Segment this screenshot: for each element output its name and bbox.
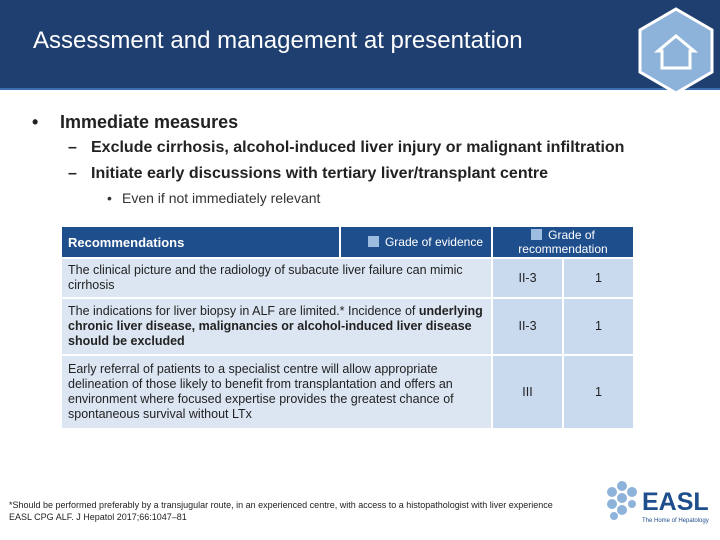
bullet: •	[107, 190, 112, 206]
header-cell: Grade of recommendation	[491, 225, 635, 259]
cell: III	[491, 354, 564, 430]
cell: 1	[562, 257, 635, 299]
recommendations-table: Recommendations Grade of evidence Grade …	[60, 225, 635, 430]
cell-text: The clinical picture and the radiology o…	[68, 263, 463, 292]
cell-text: The indications for liver biopsy in ALF …	[68, 304, 419, 318]
cell-bold-text: underlying chronic liver disease, malign…	[68, 304, 483, 348]
bullet-text: Immediate measures	[60, 112, 239, 132]
header-text: Grade of evidence	[384, 235, 483, 249]
logo-name: EASL	[642, 488, 709, 516]
cell: II-3	[491, 257, 564, 299]
home-button[interactable]	[636, 6, 716, 96]
header-cell: Grade of evidence	[339, 225, 493, 259]
footnote: *Should be performed preferably by a tra…	[9, 499, 569, 523]
bullet: •	[32, 112, 39, 132]
dash: –	[68, 139, 77, 156]
cell: 1	[562, 354, 635, 430]
cell: Early referral of patients to a speciali…	[60, 354, 493, 430]
cell: The clinical picture and the radiology o…	[60, 257, 493, 299]
cell-text: Early referral of patients to a speciali…	[68, 362, 454, 421]
cell: 1	[562, 297, 635, 356]
reference: EASL CPG ALF. J Hepatol 2017;66:1047–81	[9, 512, 187, 522]
easl-logo: EASL The Home of Hepatology	[607, 481, 709, 524]
cell: The indications for liver biopsy in ALF …	[60, 297, 493, 356]
dash: –	[68, 165, 77, 182]
slide-title: Assessment and management at presentatio…	[33, 27, 523, 54]
header-bar	[0, 0, 720, 90]
sub-bullet-text: Exclude cirrhosis, alcohol-induced liver…	[91, 139, 625, 156]
header-text: Recommendations	[68, 234, 185, 250]
cell: II-3	[491, 297, 564, 356]
logo-tagline: The Home of Hepatology	[642, 518, 709, 524]
header-text: Grade of recommendation	[518, 228, 608, 256]
sub-bullet-text: Initiate early discussions with tertiary…	[91, 165, 549, 182]
header-cell: Recommendations	[60, 225, 341, 259]
sub-sub-bullet-text: Even if not immediately relevant	[122, 190, 321, 206]
footnote-text: *Should be performed preferably by a tra…	[9, 500, 553, 510]
